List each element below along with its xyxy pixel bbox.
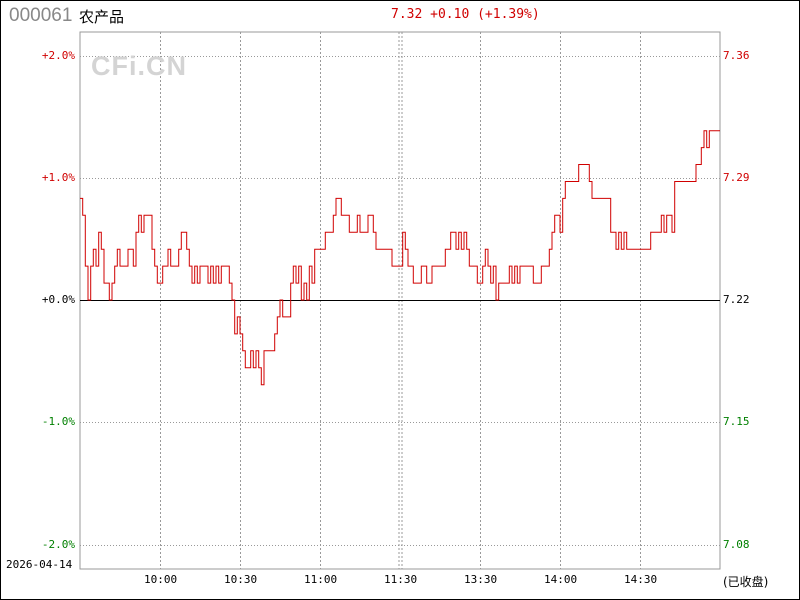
price-line — [80, 130, 720, 386]
pct-tick-label: +0.0% — [41, 292, 75, 306]
time-tick-label: 10:00 — [144, 573, 178, 586]
pct-tick-label: -1.0% — [41, 414, 75, 428]
price-tick-label: 7.15 — [723, 414, 750, 428]
stock-name: 农产品 — [79, 8, 125, 26]
price-tick-label: 7.36 — [723, 48, 750, 62]
price-tick-label: 7.29 — [723, 170, 750, 184]
pct-tick-label: -2.0% — [41, 537, 75, 551]
watermark-logo: CFi.CN — [91, 51, 187, 81]
time-tick-label: 11:00 — [304, 573, 338, 586]
price-tick-label: 7.08 — [723, 537, 750, 551]
price-quote: 7.32 +0.10 (+1.39%) — [391, 7, 540, 22]
price-tick-label: 7.22 — [723, 292, 750, 306]
stock-code: 000061 — [9, 5, 73, 26]
time-tick-label: 10:30 — [224, 573, 258, 586]
trade-date: 2026-04-14 — [6, 558, 73, 571]
pct-tick-label: +1.0% — [41, 170, 75, 184]
time-tick-label: 13:30 — [464, 573, 498, 586]
time-tick-label: 11:30 — [384, 573, 418, 586]
time-tick-label: 14:00 — [544, 573, 578, 586]
time-tick-label: 14:30 — [624, 573, 658, 586]
pct-tick-label: +2.0% — [41, 48, 75, 62]
market-closed-status: (已收盘) — [723, 575, 769, 589]
